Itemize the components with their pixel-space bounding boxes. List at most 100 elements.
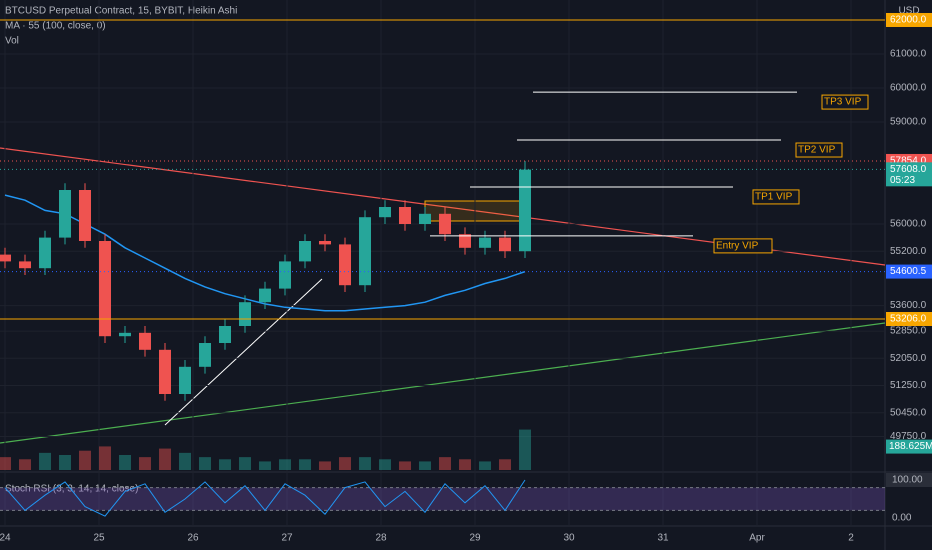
y-tick-label: 49750.0 <box>890 431 927 442</box>
volume-bar <box>219 459 231 470</box>
trend-line-white <box>164 278 323 426</box>
level-label-box <box>821 94 869 110</box>
candle-body <box>39 237 51 269</box>
currency: USD <box>898 6 919 17</box>
volume-bar <box>419 461 431 470</box>
symbol: BTCUSD Perpetual Contract, 15, BYBIT, He… <box>5 6 237 17</box>
candle-body <box>119 332 131 337</box>
candle-body <box>139 332 151 350</box>
candle-body <box>219 326 231 344</box>
candle-body <box>499 237 511 252</box>
candle-body <box>179 366 191 395</box>
volume-badge-label: 188.625M <box>889 441 932 452</box>
stoch-badge <box>886 473 932 487</box>
stoch-tick-label: 0.00 <box>892 513 912 524</box>
candle-body <box>59 189 71 238</box>
stoch-k-line <box>4 479 526 517</box>
volume-bar <box>119 455 131 470</box>
price-badge <box>886 12 932 27</box>
volume-bar <box>0 457 11 470</box>
x-tick-label: 27 <box>281 533 293 544</box>
y-tick-label: 50450.0 <box>890 407 927 418</box>
candle-body <box>519 169 531 252</box>
level-label: TP2 VIP <box>798 145 836 156</box>
candle-body <box>0 254 11 262</box>
candle-body <box>399 206 411 225</box>
candle-body <box>239 302 251 327</box>
candle-body <box>359 217 371 286</box>
y-tick-label: 52050.0 <box>890 353 927 364</box>
volume-bar <box>399 461 411 470</box>
level-label-box <box>752 189 800 205</box>
volume-bar <box>379 459 391 470</box>
stoch-band-fill <box>0 487 885 511</box>
level-label-box <box>713 238 773 254</box>
x-tick-label: Apr <box>749 533 765 544</box>
price-badge-label: 53206.0 <box>890 314 927 325</box>
volume-badge <box>886 439 932 454</box>
y-tick-label: 61000.0 <box>890 49 927 60</box>
volume-bar <box>319 461 331 470</box>
candle-body <box>479 237 491 248</box>
candle-body <box>339 244 351 286</box>
candle-body <box>379 206 391 218</box>
volume-bar <box>339 457 351 470</box>
level-label-box <box>795 142 843 158</box>
ma-legend: MA · 55 (100, close, 0) <box>5 21 106 32</box>
x-tick-label: 29 <box>469 533 481 544</box>
volume-bar <box>139 457 151 470</box>
x-tick-label: 30 <box>563 533 575 544</box>
candle-body <box>439 213 451 235</box>
volume-bar <box>79 450 91 470</box>
candle-body <box>79 189 91 242</box>
x-tick-label: 28 <box>375 533 387 544</box>
volume-bar <box>459 459 471 470</box>
stoch-tick-label: 100.00 <box>892 475 923 486</box>
volume-bar <box>499 459 511 470</box>
candle-body <box>459 234 471 248</box>
trend-line-green <box>0 322 886 444</box>
x-tick-label: 25 <box>93 533 105 544</box>
x-tick-label: 24 <box>0 533 11 544</box>
price-badge-label: 54600.5 <box>890 266 927 277</box>
volume-bar <box>199 457 211 470</box>
stoch-legend: Stoch RSI (3, 3, 14, 14, close) <box>5 484 138 495</box>
level-label: TP1 VIP <box>755 192 793 203</box>
volume-bar <box>259 461 271 470</box>
volume-bar <box>159 448 171 470</box>
y-tick-label: 56000.0 <box>890 219 927 230</box>
y-tick-label: 51250.0 <box>890 380 927 391</box>
price-badge-label: 57608.0 <box>890 164 927 175</box>
candle-body <box>259 288 271 303</box>
y-tick-label: 53600.0 <box>890 300 927 311</box>
candle-body <box>159 349 171 395</box>
y-tick-label: 60000.0 <box>890 83 927 94</box>
volume-bar <box>479 461 491 470</box>
volume-bar <box>59 455 71 470</box>
volume-bar <box>99 446 111 470</box>
candle-body <box>19 261 31 269</box>
x-tick-label: 26 <box>187 533 199 544</box>
countdown: 05:23 <box>890 175 915 186</box>
y-tick-label: 55200.0 <box>890 246 927 257</box>
volume-bar <box>179 452 191 470</box>
level-label: Entry VIP <box>716 241 759 252</box>
price-badge <box>886 312 932 327</box>
price-badge <box>886 162 932 187</box>
volume-bar <box>39 452 51 470</box>
volume-bar <box>359 457 371 470</box>
candle-body <box>419 213 431 225</box>
candle-body <box>199 343 211 367</box>
candle-body <box>99 241 111 337</box>
x-tick-label: 31 <box>657 533 669 544</box>
volume-bar <box>439 457 451 470</box>
candle-body <box>319 241 331 245</box>
candle-body <box>279 261 291 289</box>
volume-bar <box>299 459 311 470</box>
price-badge-label: 57854.0 <box>890 156 927 167</box>
y-tick-label: 52850.0 <box>890 326 927 337</box>
candle-body <box>299 241 311 262</box>
level-label: TP3 VIP <box>824 97 862 108</box>
y-tick-label: 59000.0 <box>890 117 927 128</box>
